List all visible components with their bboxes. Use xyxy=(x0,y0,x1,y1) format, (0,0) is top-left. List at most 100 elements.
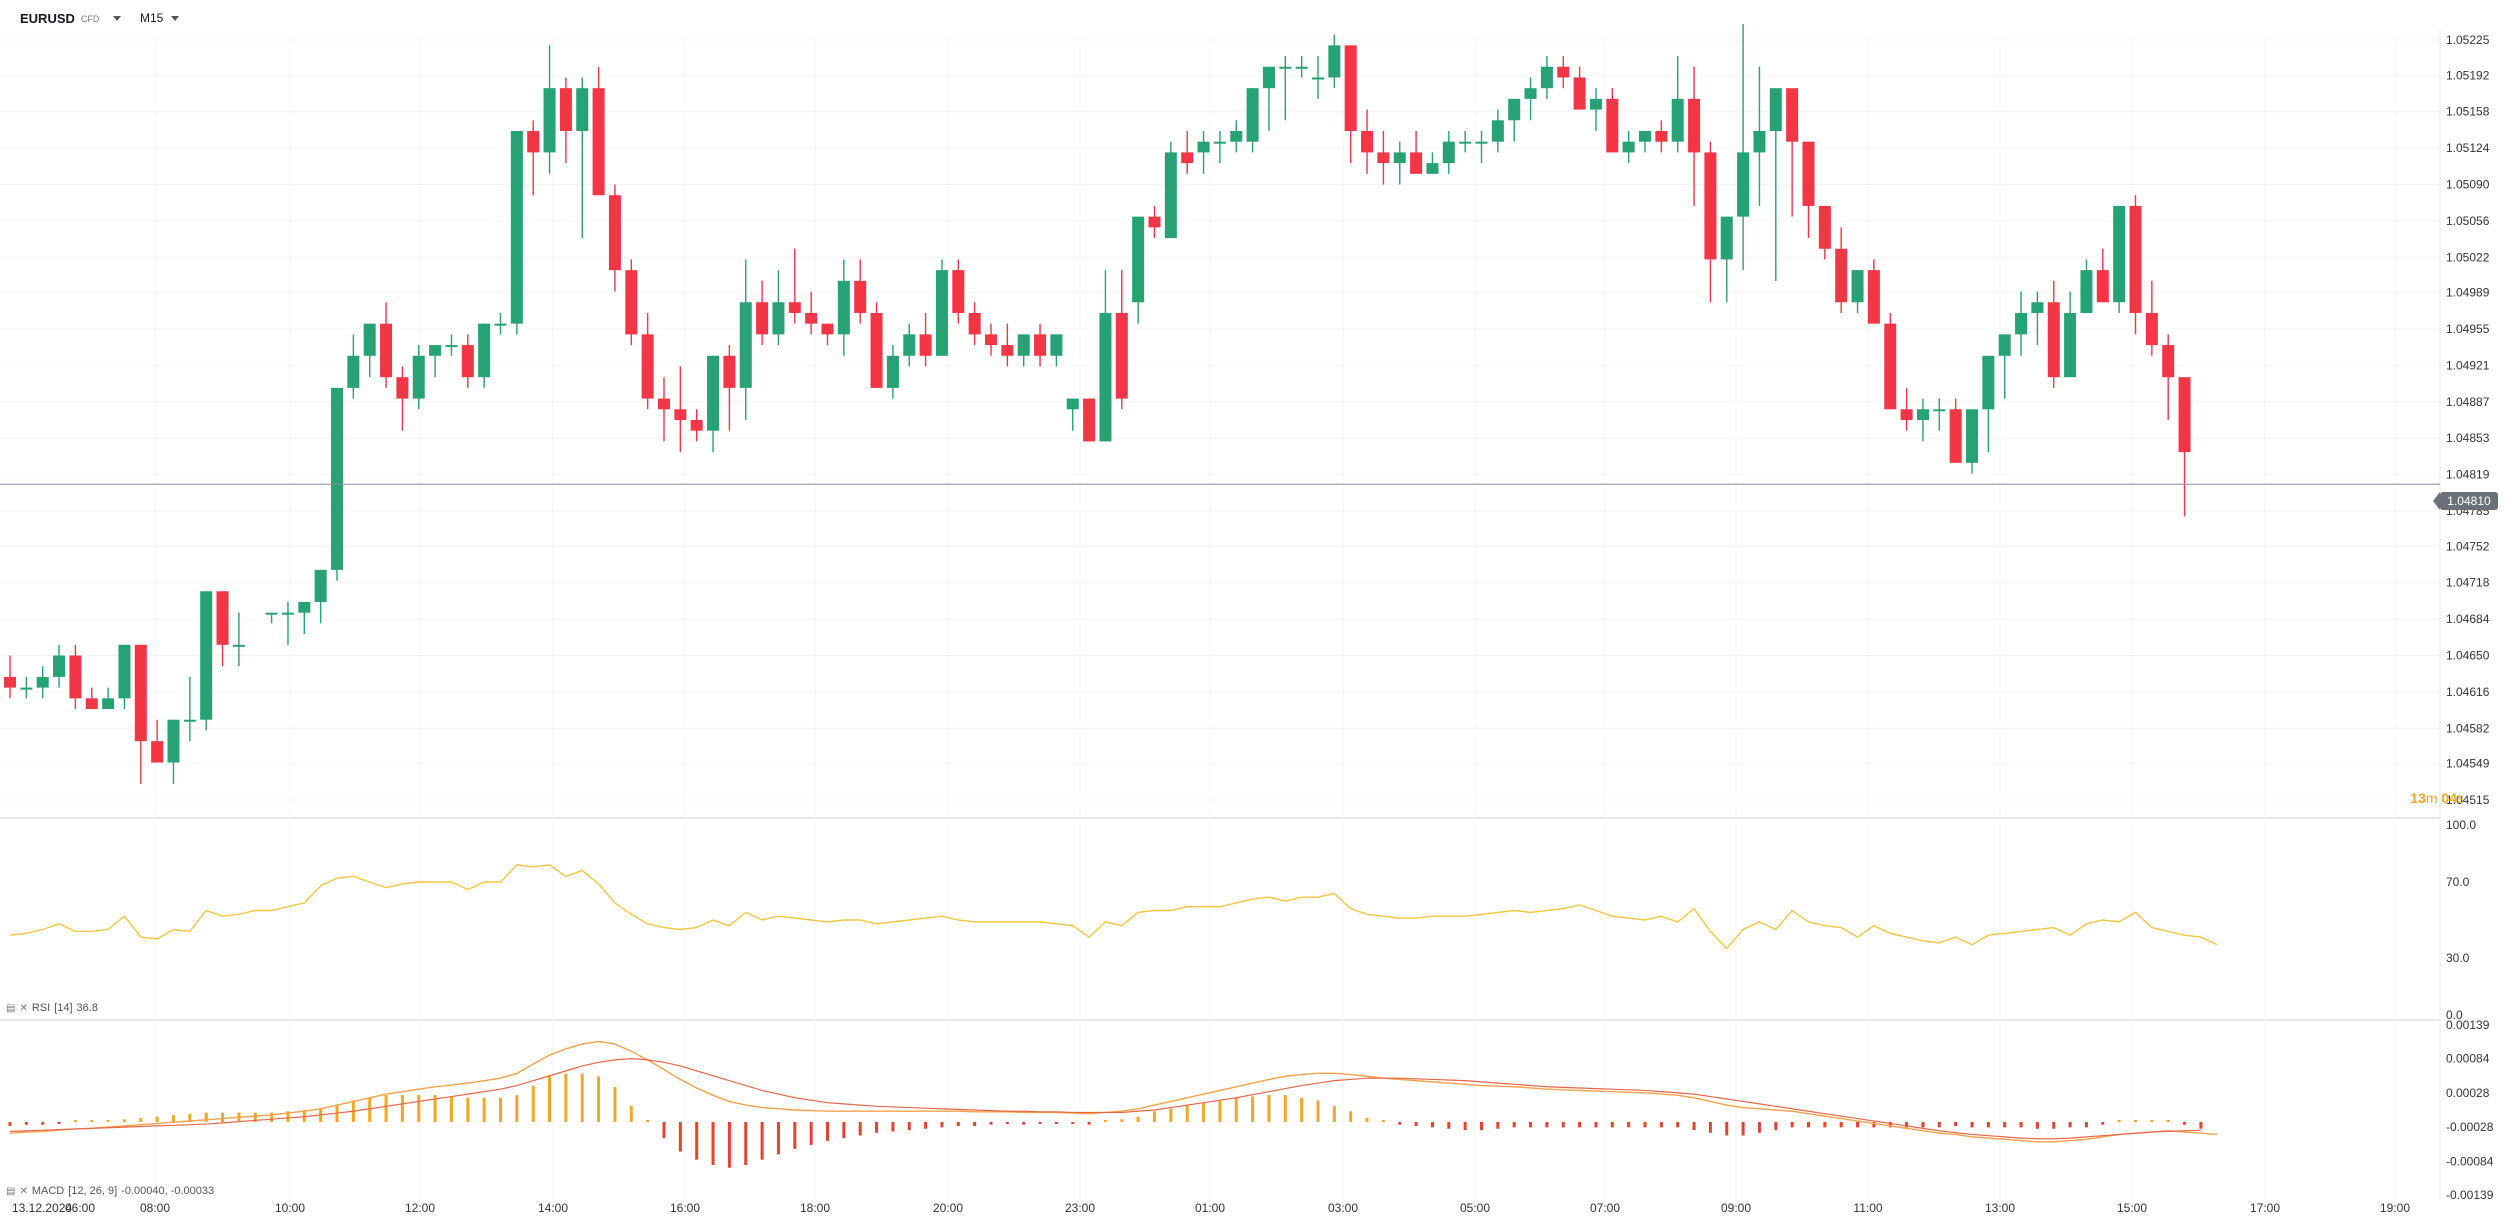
rsi-params: [14] xyxy=(54,1002,73,1014)
candle-body xyxy=(1998,334,2011,356)
candle-body xyxy=(1737,152,1750,217)
candle-body xyxy=(527,130,540,153)
time-tick-label: 06:00 xyxy=(65,1201,95,1215)
candle-body xyxy=(53,655,66,677)
macd-histogram-bar xyxy=(41,1122,45,1125)
price-tick-label: 1.04582 xyxy=(2446,721,2490,735)
candle-body xyxy=(445,345,458,348)
current-price-tag: 1.04810 xyxy=(2433,492,2498,510)
macd-histogram-bar xyxy=(809,1122,813,1145)
macd-histogram-bar xyxy=(1578,1122,1582,1128)
price-tick-label: 1.04549 xyxy=(2446,757,2490,771)
macd-histogram-bar xyxy=(1022,1122,1026,1125)
candle-body xyxy=(1050,334,1063,356)
macd-histogram-bar xyxy=(1921,1122,1925,1128)
chevron-down-icon xyxy=(113,16,122,21)
close-icon[interactable]: ✕ xyxy=(19,1185,28,1197)
candle-body xyxy=(1491,120,1504,142)
macd-histogram-bar xyxy=(1430,1122,1434,1128)
macd-histogram-bar xyxy=(2199,1122,2203,1129)
macd-histogram-bar xyxy=(1381,1120,1385,1122)
candle-body xyxy=(1295,66,1308,69)
candle-body xyxy=(1115,312,1128,399)
time-tick-label: 11:00 xyxy=(1853,1201,1882,1215)
indicator-settings-icon[interactable]: ▤ xyxy=(6,1002,16,1014)
rsi-legend[interactable]: ▤ ✕ RSI [14] 36.8 xyxy=(6,1002,98,1014)
symbol-selector[interactable]: EURUSD CFD xyxy=(20,11,122,26)
candle-body xyxy=(1933,409,1946,412)
candle-body xyxy=(216,591,229,645)
time-tick-label: 08:00 xyxy=(140,1201,170,1215)
macd-histogram-bar xyxy=(891,1122,895,1132)
candle-body xyxy=(690,420,703,431)
macd-histogram-bar xyxy=(449,1096,453,1122)
candle-body xyxy=(707,355,720,431)
macd-histogram-bar xyxy=(122,1119,126,1122)
candle-body xyxy=(4,676,16,688)
candle-body xyxy=(870,312,883,388)
candle-body xyxy=(1017,334,1030,356)
macd-legend[interactable]: ▤ ✕ MACD [12, 26, 9] -0.00040, -0.00033 xyxy=(6,1185,214,1197)
macd-histogram-bar xyxy=(1725,1122,1729,1136)
candle-body xyxy=(1606,98,1619,153)
candle-body xyxy=(1083,398,1096,442)
candle-body xyxy=(1361,130,1374,153)
macd-histogram-bar xyxy=(1757,1122,1761,1133)
macd-signal-line xyxy=(9,1058,2201,1140)
time-tick-label: 07:00 xyxy=(1590,1201,1620,1215)
candle-body xyxy=(1835,248,1848,303)
macd-histogram-bar xyxy=(1708,1122,1712,1133)
macd-histogram-bar xyxy=(1071,1122,1075,1124)
macd-histogram-bar xyxy=(482,1097,486,1122)
countdown-minutes-unit: m xyxy=(2425,790,2438,806)
candle-body xyxy=(1540,66,1553,89)
candle-body xyxy=(886,355,899,388)
macd-histogram-bar xyxy=(826,1122,829,1141)
candle-body xyxy=(2096,270,2109,303)
candle-body xyxy=(625,270,638,335)
macd-histogram-bar xyxy=(1610,1122,1614,1128)
rsi-line xyxy=(9,864,2218,950)
price-tick-label: 1.05022 xyxy=(2446,250,2490,264)
candle-body xyxy=(69,655,82,699)
macd-histogram-bar xyxy=(776,1122,780,1155)
macd-histogram-bar xyxy=(1692,1122,1696,1131)
macd-histogram-bar xyxy=(188,1113,192,1122)
close-icon[interactable]: ✕ xyxy=(19,1002,28,1014)
candle-body xyxy=(2015,312,2028,335)
indicator-settings-icon[interactable]: ▤ xyxy=(6,1185,16,1197)
candle-body xyxy=(478,323,491,378)
candle-body xyxy=(331,387,343,570)
candle-body xyxy=(1818,205,1831,249)
candle-body xyxy=(592,88,605,196)
timeframe-selector[interactable]: M15 xyxy=(140,11,180,25)
macd-histogram-bar xyxy=(531,1085,535,1122)
macd-histogram-bar xyxy=(2183,1122,2187,1125)
candle-body xyxy=(1753,130,1766,153)
macd-histogram-bar xyxy=(1659,1122,1663,1128)
candle-body xyxy=(1851,270,1864,303)
rsi-tick-label: 70.0 xyxy=(2446,875,2470,889)
candle-body xyxy=(1442,141,1455,164)
candle-body xyxy=(1786,88,1799,142)
candle-body xyxy=(200,591,213,720)
macd-histogram-bar xyxy=(172,1115,175,1122)
macd-histogram-bar xyxy=(662,1122,666,1139)
time-tick-label: 05:00 xyxy=(1460,1201,1490,1215)
macd-histogram-bar xyxy=(1561,1122,1565,1128)
candle-body xyxy=(2047,302,2060,378)
rsi-tick-label: 100.0 xyxy=(2446,818,2476,832)
price-tick-label: 1.04921 xyxy=(2446,358,2490,372)
macd-histogram-bar xyxy=(2003,1122,2007,1128)
candle-body xyxy=(788,302,801,313)
macd-histogram-bar xyxy=(1120,1119,1124,1122)
candle-body xyxy=(1393,152,1406,164)
macd-histogram-bar xyxy=(2068,1122,2072,1128)
macd-histogram-bar xyxy=(1807,1122,1810,1128)
candle-body xyxy=(1459,141,1472,144)
candle-body xyxy=(739,302,752,388)
macd-histogram-bar xyxy=(727,1122,731,1168)
macd-histogram-bar xyxy=(2035,1122,2039,1129)
price-tick-label: 1.04515 xyxy=(2446,793,2490,807)
